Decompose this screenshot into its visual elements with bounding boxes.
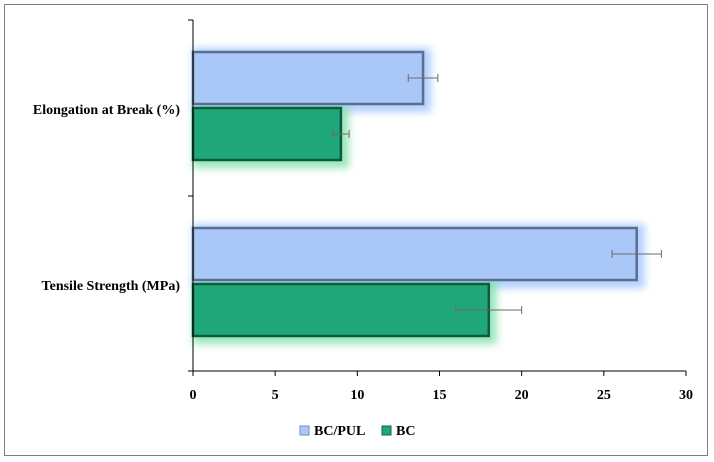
bar-bc-0 [191, 106, 343, 162]
legend-swatch-bc [381, 425, 392, 436]
axis-layer: 0 5 10 15 20 25 30 [188, 19, 693, 403]
error-bars-layer [332, 74, 662, 314]
x-tick-label-30: 30 [679, 388, 693, 403]
x-tick-label-5: 5 [272, 388, 279, 403]
legend-label-bc: BC [396, 424, 415, 439]
bar-bc-1 [191, 282, 491, 338]
bar-bcpul-1 [191, 226, 638, 282]
category-label-tensile: Tensile Strength (MPa) [42, 279, 181, 294]
legend: BC/PUL BC [299, 424, 415, 439]
x-tick-label-0: 0 [190, 388, 197, 403]
legend-swatch-bcpul [299, 425, 310, 436]
category-label-elongation: Elongation at Break (%) [33, 103, 180, 118]
legend-label-bcpul: BC/PUL [314, 424, 365, 439]
x-tick-label-20: 20 [515, 388, 529, 403]
x-tick-label-15: 15 [433, 388, 447, 403]
x-tick-label-25: 25 [597, 388, 611, 403]
bar-bcpul-0 [191, 50, 425, 106]
x-tick-label-10: 10 [350, 388, 364, 403]
bars-layer [191, 50, 638, 338]
